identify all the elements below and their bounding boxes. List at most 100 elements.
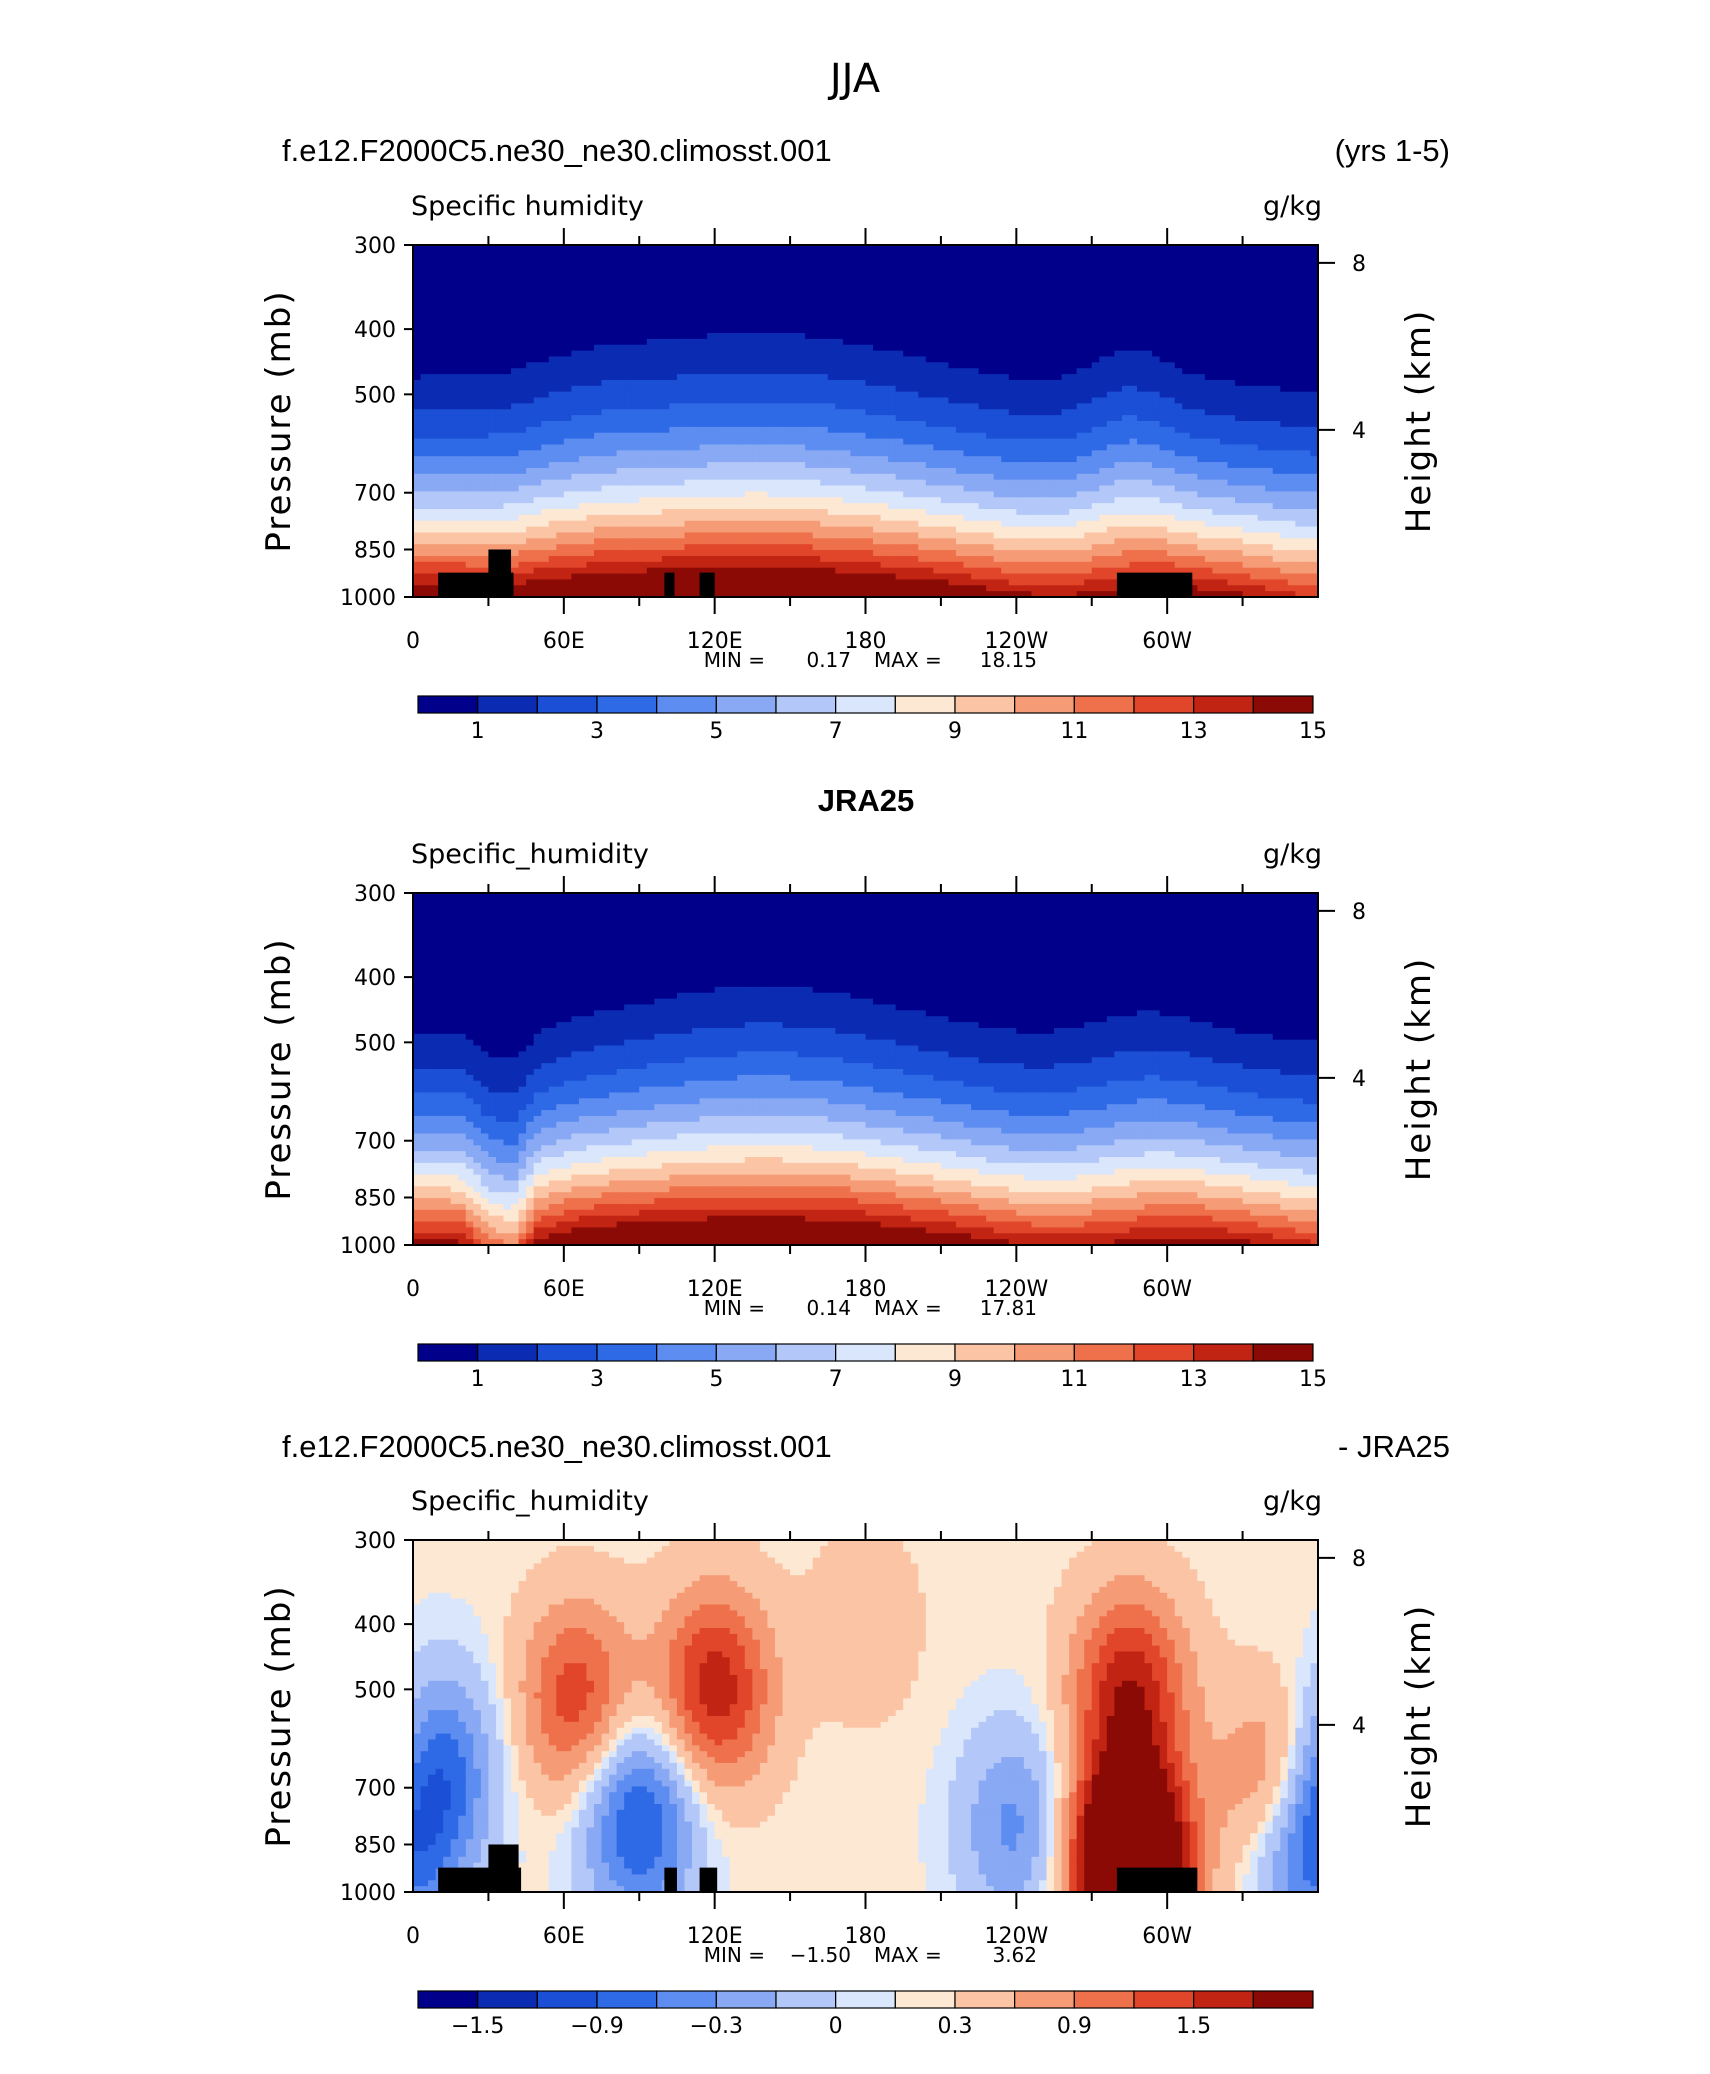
contour-cell [775, 380, 783, 386]
contour-cell [692, 251, 700, 257]
contour-cell [632, 356, 640, 362]
contour-cell [413, 521, 421, 527]
contour-cell [896, 345, 904, 351]
contour-cell [1024, 421, 1032, 427]
contour-cell [783, 286, 791, 292]
contour-cell [617, 327, 625, 333]
contour-cell [850, 486, 858, 492]
contour-cell [745, 532, 753, 538]
contour-cell [519, 304, 527, 310]
contour-cell [564, 345, 572, 351]
contour-cell [579, 433, 587, 439]
contour-cell [443, 433, 451, 439]
contour-cell [496, 468, 504, 474]
contour-cell [783, 480, 791, 486]
contour-cell [488, 263, 496, 269]
contour-cell [609, 356, 617, 362]
contour-cell [783, 462, 791, 468]
contour-cell [534, 356, 542, 362]
contour-cell [692, 333, 700, 339]
contour-cell [473, 556, 481, 562]
contour-cell [858, 515, 866, 521]
contour-cell [986, 333, 994, 339]
contour-cell [888, 456, 896, 462]
contour-cell [941, 403, 949, 409]
contour-cell [715, 333, 723, 339]
contour-cell [534, 550, 542, 556]
contour-cell [632, 462, 640, 468]
contour-cell [994, 486, 1002, 492]
contour-cell [783, 374, 791, 380]
contour-cell [700, 556, 708, 562]
contour-cell [700, 421, 708, 427]
contour-cell [828, 544, 836, 550]
contour-cell [473, 521, 481, 527]
contour-cell [1001, 351, 1009, 357]
contour-cell [707, 521, 715, 527]
contour-cell [1016, 333, 1024, 339]
contour-cell [556, 268, 564, 274]
contour-cell [775, 509, 783, 515]
contour-cell [526, 315, 534, 321]
contour-cell [451, 310, 459, 316]
contour-cell [541, 304, 549, 310]
contour-cell [632, 568, 640, 574]
contour-cell [1024, 374, 1032, 380]
contour-cell [564, 415, 572, 421]
contour-cell [1024, 427, 1032, 433]
contour-cell [451, 257, 459, 263]
contour-cell [617, 474, 625, 480]
contour-cell [654, 579, 662, 585]
contour-cell [964, 310, 972, 316]
contour-cell [511, 503, 519, 509]
contour-cell [496, 538, 504, 544]
contour-cell [971, 351, 979, 357]
contour-cell [481, 532, 489, 538]
contour-cell [911, 368, 919, 374]
contour-cell [639, 491, 647, 497]
contour-cell [692, 585, 700, 591]
contour-cell [556, 486, 564, 492]
contour-cell [866, 409, 874, 415]
contour-cell [556, 345, 564, 351]
contour-cell [602, 439, 610, 445]
contour-cell [911, 298, 919, 304]
contour-cell [677, 562, 685, 568]
contour-cell [850, 286, 858, 292]
contour-cell [994, 562, 1002, 568]
contour-cell [903, 439, 911, 445]
contour-cell [662, 538, 670, 544]
contour-cell [783, 409, 791, 415]
contour-cell [602, 292, 610, 298]
contour-cell [1009, 532, 1017, 538]
contour-cell [488, 321, 496, 327]
contour-cell [602, 456, 610, 462]
contour-cell [700, 509, 708, 515]
contour-cell [504, 409, 512, 415]
contour-cell [850, 315, 858, 321]
contour-cell [896, 444, 904, 450]
contour-cell [541, 327, 549, 333]
contour-cell [843, 550, 851, 556]
contour-cell [858, 450, 866, 456]
contour-cell [767, 315, 775, 321]
contour-cell [617, 538, 625, 544]
contour-cell [488, 421, 496, 427]
contour-cell [1031, 409, 1039, 415]
contour-cell [473, 280, 481, 286]
contour-cell [948, 398, 956, 404]
contour-cell [835, 486, 843, 492]
contour-cell [586, 345, 594, 351]
contour-cell [881, 585, 889, 591]
contour-cell [421, 562, 429, 568]
contour-cell [858, 427, 866, 433]
contour-cell [760, 415, 768, 421]
contour-cell [850, 439, 858, 445]
contour-cell [436, 509, 444, 515]
contour-cell [798, 403, 806, 409]
contour-cell [948, 310, 956, 316]
contour-cell [964, 497, 972, 503]
contour-cell [828, 274, 836, 280]
contour-cell [586, 421, 594, 427]
contour-cell [466, 503, 474, 509]
